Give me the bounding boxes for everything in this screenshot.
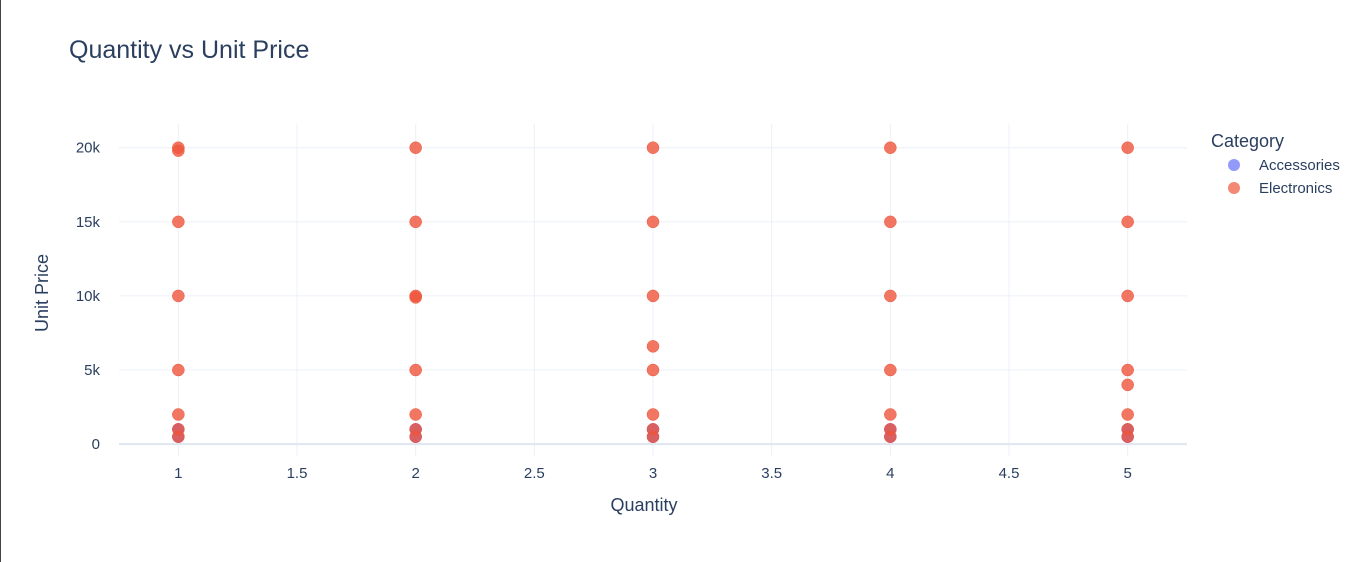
x-tick-label: 2.5	[524, 465, 545, 482]
data-point[interactable]	[1121, 378, 1134, 392]
data-point[interactable]	[172, 430, 185, 443]
legend-label: Electronics	[1259, 180, 1332, 197]
x-tick-label: 4.5	[999, 465, 1020, 482]
y-tick-label: 10k	[76, 288, 101, 305]
data-point[interactable]	[409, 215, 422, 229]
y-axis-label: Unit Price	[32, 254, 52, 332]
x-tick-label: 2	[411, 465, 419, 482]
x-tick-labels: 1 1.5 2 2.5 3 3.5 4 4.5 5	[174, 465, 1132, 482]
chart-title: Quantity vs Unit Price	[69, 36, 310, 64]
x-axis-label: Quantity	[610, 495, 677, 515]
data-point[interactable]	[1121, 408, 1134, 421]
legend-item-accessories[interactable]: Accessories	[1228, 157, 1340, 174]
data-point[interactable]	[1121, 363, 1134, 377]
data-point[interactable]	[884, 289, 897, 303]
x-tick-label: 1.5	[287, 465, 308, 482]
data-point[interactable]	[172, 363, 185, 377]
data-point[interactable]	[1121, 289, 1134, 303]
x-tick-label: 3	[649, 465, 657, 482]
y-tick-label: 5k	[84, 362, 100, 379]
data-point[interactable]	[646, 289, 660, 303]
x-tick-label: 1	[174, 465, 182, 482]
data-point[interactable]	[884, 215, 897, 229]
data-point[interactable]	[409, 141, 422, 154]
x-tick-label: 5	[1123, 465, 1131, 482]
data-point[interactable]	[1121, 141, 1134, 154]
data-point[interactable]	[172, 144, 185, 157]
legend-marker	[1228, 159, 1240, 171]
y-tick-labels: 0 5k 10k 15k 20k	[76, 140, 101, 453]
data-point[interactable]	[884, 141, 897, 154]
data-point[interactable]	[646, 340, 660, 353]
data-point[interactable]	[646, 408, 660, 421]
series-electronics	[172, 141, 1134, 443]
data-point[interactable]	[646, 141, 660, 154]
legend-item-electronics[interactable]: Electronics	[1228, 180, 1332, 197]
data-point[interactable]	[409, 291, 422, 304]
data-point[interactable]	[646, 430, 660, 443]
data-points	[172, 141, 1134, 443]
y-tick-label: 20k	[76, 140, 101, 157]
data-point[interactable]	[409, 363, 422, 377]
data-point[interactable]	[172, 289, 185, 303]
data-point[interactable]	[646, 215, 660, 229]
data-point[interactable]	[1121, 430, 1134, 443]
x-tick-label: 4	[886, 465, 894, 482]
data-point[interactable]	[884, 430, 897, 443]
data-point[interactable]	[1121, 215, 1134, 229]
data-point[interactable]	[172, 408, 185, 421]
data-point[interactable]	[409, 408, 422, 421]
legend-title: Category	[1211, 131, 1284, 151]
y-tick-label: 0	[92, 436, 100, 453]
legend: Category Accessories Electronics	[1211, 131, 1340, 197]
legend-label: Accessories	[1259, 157, 1340, 174]
data-point[interactable]	[172, 215, 185, 229]
x-tick-label: 3.5	[761, 465, 782, 482]
data-point[interactable]	[884, 363, 897, 377]
legend-marker	[1228, 182, 1240, 194]
data-point[interactable]	[646, 363, 660, 377]
data-point[interactable]	[884, 408, 897, 421]
y-tick-label: 15k	[76, 214, 101, 231]
data-point[interactable]	[409, 430, 422, 443]
